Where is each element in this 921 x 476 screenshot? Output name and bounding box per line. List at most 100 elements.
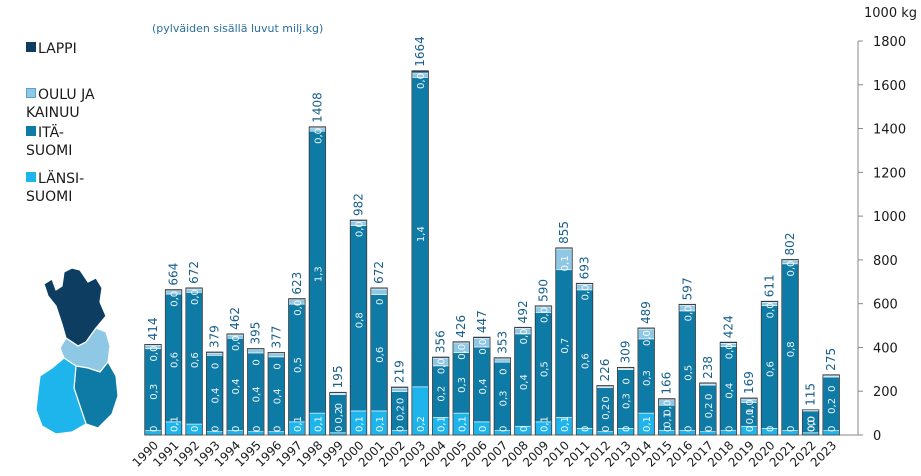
legend-label-lansi-2: SUOMI	[26, 189, 73, 205]
bar-outline	[267, 352, 285, 436]
segment-value-label: 0,5	[683, 365, 694, 381]
bar-outline	[329, 391, 347, 436]
segment-value-label: 0,0	[807, 416, 818, 432]
total-label: 356	[434, 330, 448, 353]
legend-swatch-oulu	[26, 88, 36, 98]
segment-value-label: 0,0	[313, 128, 324, 144]
segment-value-label: 0,1	[375, 416, 386, 432]
segment-value-label: 0	[786, 426, 797, 432]
total-label: 275	[824, 348, 838, 371]
legend-label-lansi-1: LÄNSI-	[38, 171, 85, 187]
bar-segment-oulu-ja-kainuu	[493, 358, 511, 363]
bar-outline	[740, 397, 758, 436]
segment-value-label: 0	[724, 426, 735, 432]
total-label: 195	[331, 365, 345, 388]
segment-value-label: 0,1	[457, 416, 468, 432]
bar-outline	[308, 126, 327, 436]
legend-swatch-lappi	[26, 42, 36, 52]
segment-value-label: 0	[272, 363, 283, 369]
legend-item-lansi: LÄNSI- SUOMI	[26, 170, 84, 206]
bar-outline	[617, 366, 635, 436]
segment-value-label: 0	[334, 403, 345, 409]
total-label: 226	[598, 359, 612, 382]
total-label: 492	[516, 300, 530, 323]
segment-value-label: 0	[622, 378, 633, 384]
total-label: 672	[372, 261, 386, 284]
bar-outline	[390, 386, 409, 436]
segment-value-label: 0,3	[622, 393, 633, 409]
bar-segment-oulu-ja-kainuu	[370, 288, 388, 295]
segment-value-label: 0,0	[745, 399, 756, 415]
segment-value-label: 0,0	[539, 307, 550, 323]
segment-value-label: 0,2	[827, 398, 838, 414]
total-label: 414	[146, 317, 160, 340]
bar-outline	[452, 341, 470, 436]
bar-outline	[699, 382, 717, 436]
total-label: 377	[269, 326, 283, 349]
bar-outline	[185, 287, 203, 436]
y-tick-label: 400	[873, 341, 898, 356]
legend-item-ita: ITÄ- SUOMI	[26, 124, 72, 160]
segment-value-label: 0,0	[519, 328, 530, 344]
segment-value-label: 0	[683, 426, 694, 432]
bar-outline	[822, 374, 840, 436]
segment-value-label: 0,0	[170, 291, 181, 307]
segment-value-label: 0	[581, 426, 592, 432]
segment-value-label: 0,2	[396, 405, 407, 421]
segment-value-label: 0,0	[766, 302, 777, 318]
total-label: 597	[680, 277, 694, 300]
segment-value-label: 0,6	[375, 347, 386, 363]
segment-value-label: 0	[601, 396, 612, 402]
bar-outline	[781, 259, 799, 436]
bar-outline	[247, 348, 265, 436]
total-label: 590	[536, 279, 550, 302]
segment-value-label: 0,7	[560, 338, 571, 354]
bar-outline	[575, 282, 594, 436]
segment-value-label: 0	[601, 426, 612, 432]
segment-value-label: 0	[745, 426, 756, 432]
segment-value-label: 0	[231, 426, 242, 432]
segment-value-label: 0,1	[293, 416, 304, 432]
segment-value-label: 0,0	[437, 358, 448, 374]
segment-value-label: 0,3	[149, 384, 160, 400]
segment-value-label: 1,4	[416, 226, 427, 242]
segment-value-label: 0	[519, 426, 530, 432]
bar-outline	[226, 333, 244, 436]
legend-label-oulu-2: KAINUU	[26, 105, 80, 121]
segment-value-label: 0	[478, 426, 489, 432]
segment-value-label: 0,4	[272, 388, 283, 404]
bar-outline	[411, 70, 429, 436]
total-label: 672	[187, 261, 201, 284]
segment-value-label: 0	[498, 426, 509, 432]
segment-value-label: 0	[396, 426, 407, 432]
legend-swatch-ita	[26, 126, 36, 136]
segment-value-label: 0,1	[642, 416, 653, 432]
segment-value-label: 0,0	[683, 306, 694, 322]
segment-value-label: 0,1	[170, 416, 181, 432]
bar-segment-oulu-ja-kainuu	[267, 353, 285, 358]
segment-value-label: 0,1	[560, 416, 571, 432]
bar-outline	[514, 326, 532, 436]
total-label: 982	[352, 193, 366, 216]
segment-value-label: 0	[211, 363, 222, 369]
legend-label-oulu-1: OULU JA	[38, 87, 95, 103]
map-region-lansi-suomi	[35, 357, 87, 435]
segment-value-label: 0,1	[313, 416, 324, 432]
segment-value-label: 0,1	[560, 255, 571, 271]
segment-value-label: 0	[498, 368, 509, 374]
total-label: 447	[475, 310, 489, 333]
bar-outline	[801, 409, 820, 436]
total-label: 611	[763, 274, 777, 297]
bar-segment-oulu-ja-kainuu	[391, 387, 409, 392]
y-tick-label: 1600	[873, 79, 906, 94]
total-label: 693	[578, 256, 592, 279]
bar-outline	[144, 343, 162, 436]
segment-value-label: 0,5	[539, 361, 550, 377]
segment-value-label: 0,4	[724, 383, 735, 399]
segment-value-label: 0	[190, 426, 201, 432]
segment-value-label: 0	[622, 426, 633, 432]
segment-value-label: 0	[375, 299, 386, 305]
legend-label-ita-2: SUOMI	[26, 143, 73, 159]
legend-label-ita-1: ITÄ-	[38, 125, 64, 141]
